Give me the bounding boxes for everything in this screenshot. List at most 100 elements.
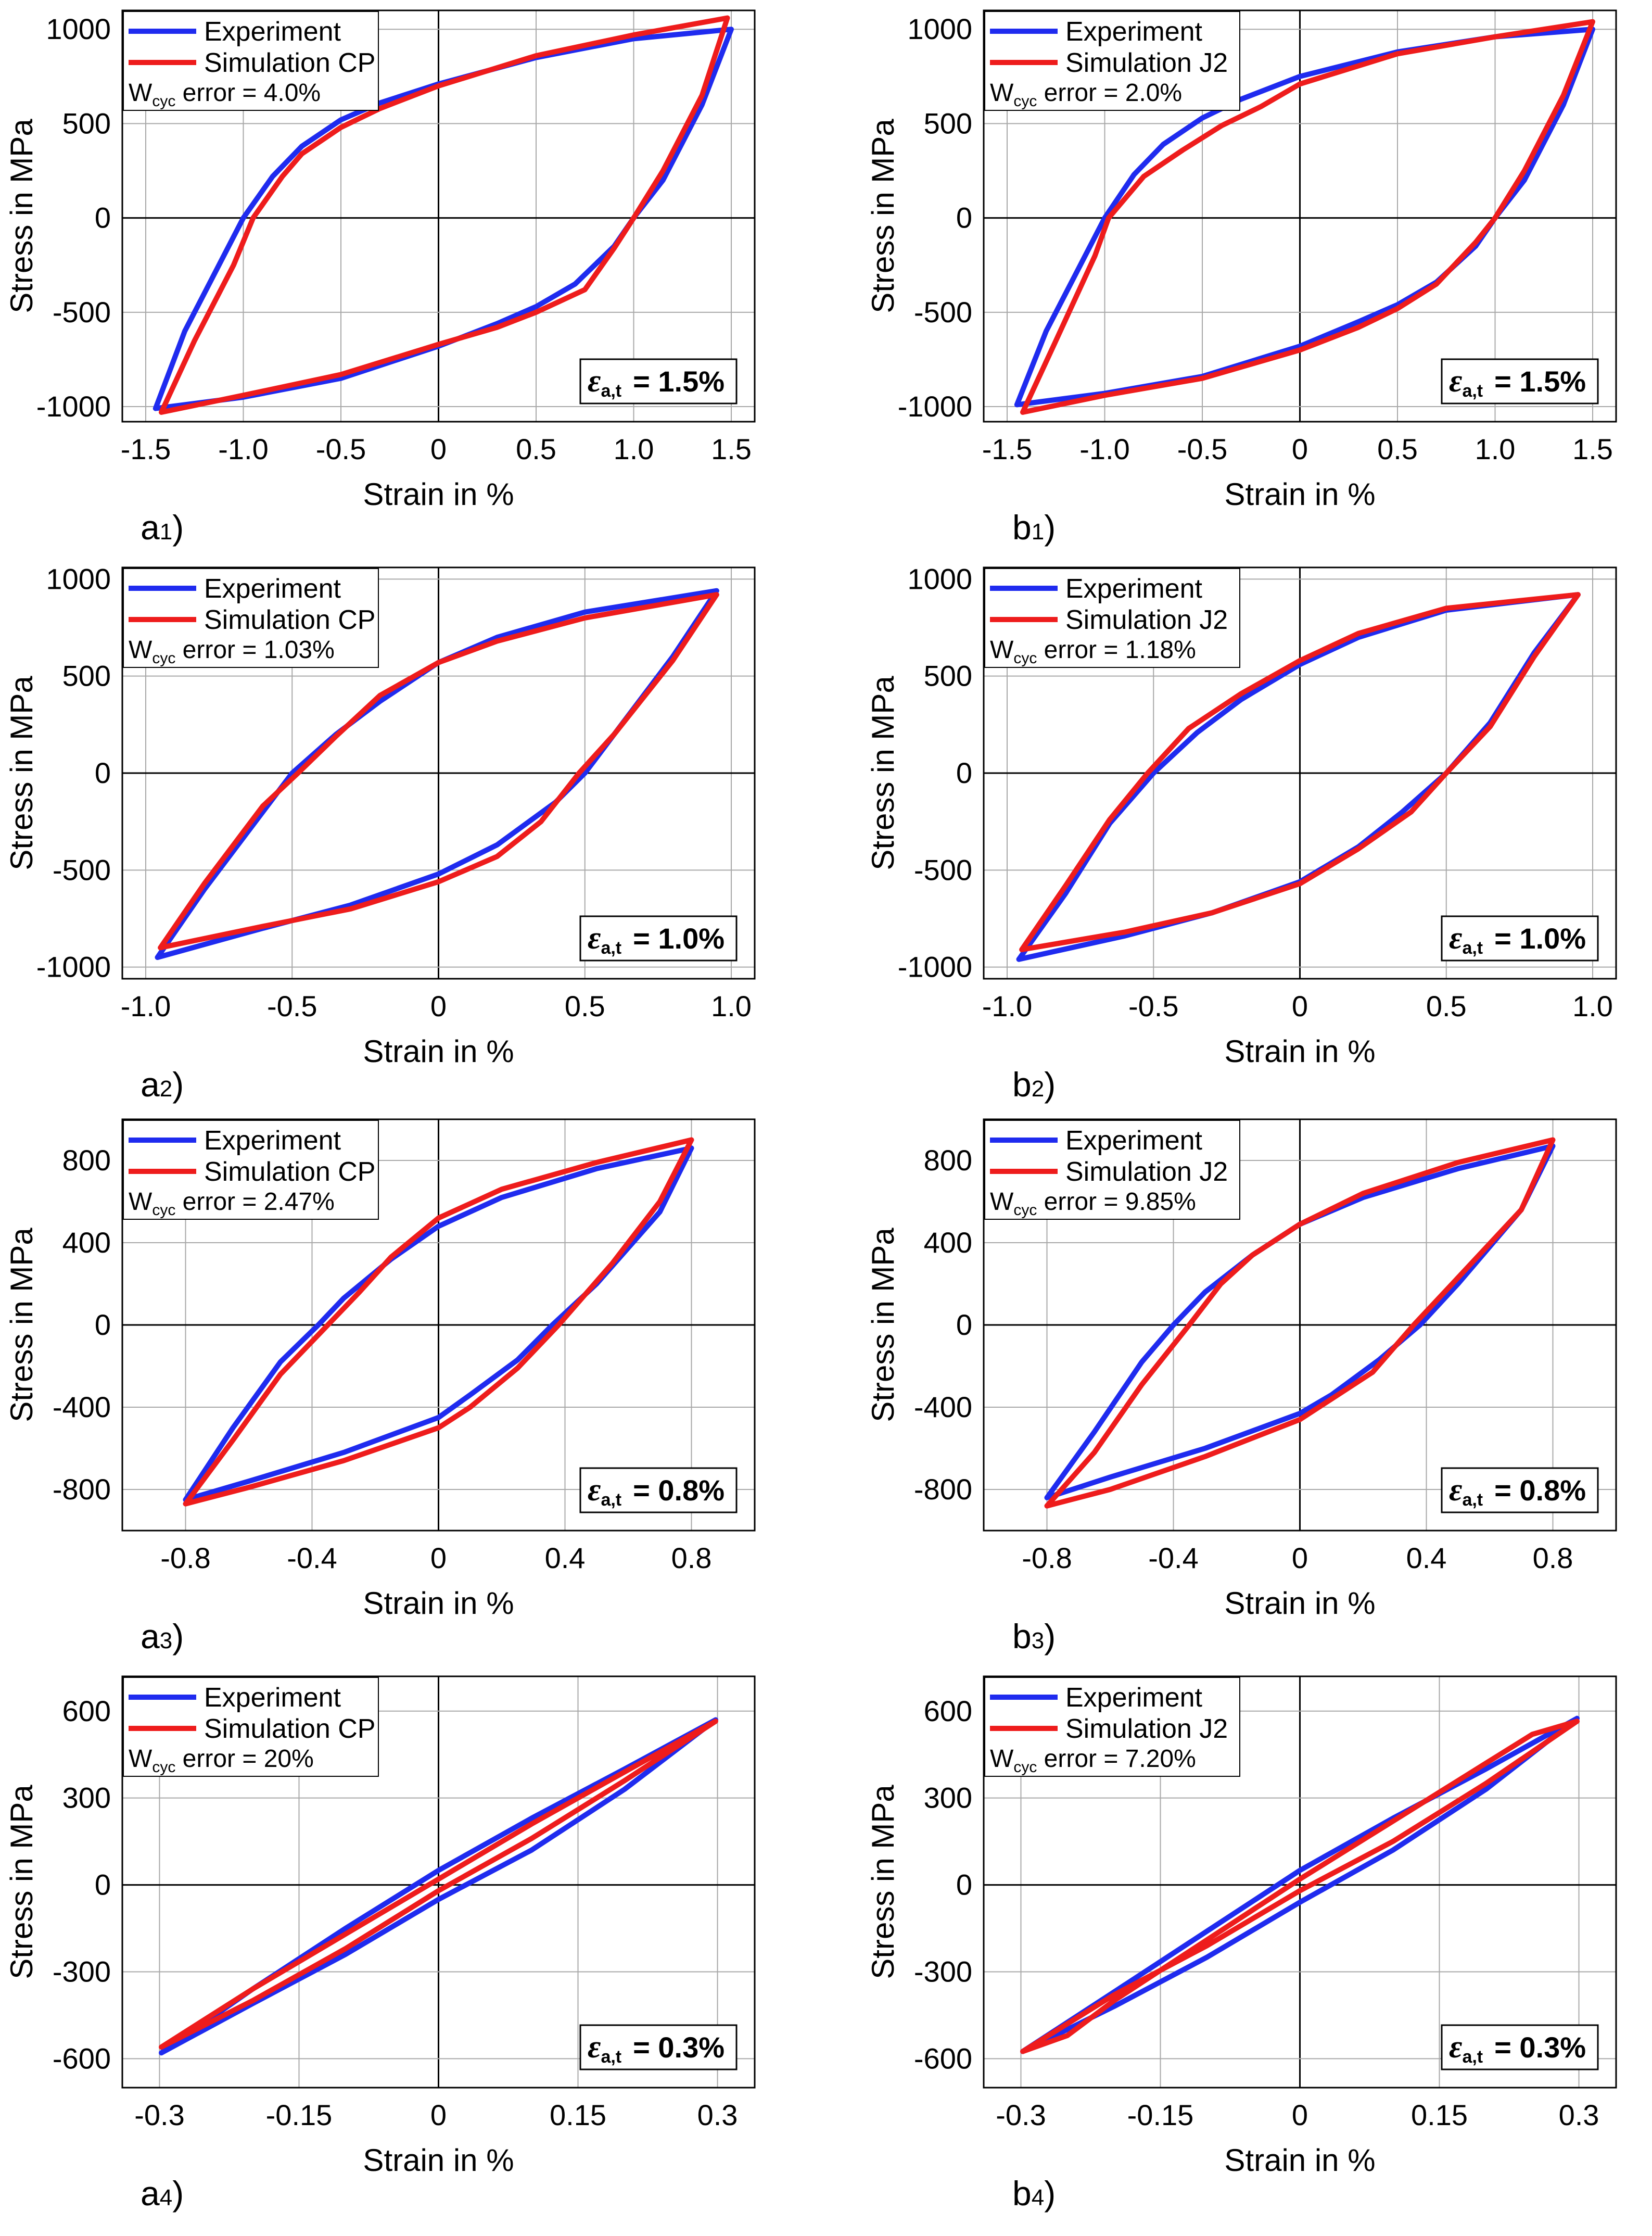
error-value: error = 4.0% — [175, 79, 321, 107]
x-tick-label: -0.15 — [1127, 2099, 1194, 2131]
amplitude-symbol: ε — [588, 2029, 601, 2065]
x-tick-label: -1.0 — [218, 433, 269, 465]
subplot-label-a1: a1) — [141, 508, 184, 547]
y-tick-label: -800 — [53, 1473, 111, 1506]
amplitude-sub: a,t — [601, 381, 621, 401]
y-tick-label: 0 — [95, 1308, 111, 1341]
y-tick-label: -1000 — [36, 390, 111, 423]
chart-svg-b4: -0.3 -0.15 0 0.15 0.3 -600 -300 0 300 600 Strain i… — [866, 1675, 1617, 2178]
legend-error-text: Wcyc error = 4.0% — [129, 79, 321, 110]
legend-error-text: Wcyc error = 7.20% — [990, 1745, 1196, 1776]
x-tick-label: 1.0 — [711, 990, 752, 1022]
subplot-label-b1: b1) — [1012, 508, 1056, 547]
x-tick-label: 0 — [1292, 1542, 1308, 1574]
y-tick-label: -1000 — [36, 951, 111, 983]
amplitude-symbol: ε — [1449, 920, 1462, 956]
error-prefix: W — [990, 1188, 1014, 1216]
y-tick-label: -800 — [914, 1473, 972, 1506]
x-tick-label: 0.15 — [1411, 2099, 1468, 2131]
y-tick-label: -400 — [914, 1391, 972, 1423]
x-tick-label: -1.0 — [982, 990, 1033, 1022]
series-simulation-line — [183, 1137, 694, 1507]
amplitude-label: εa,t = 0.8% — [588, 1472, 725, 1510]
chart-panel-b4: -0.3 -0.15 0 0.15 0.3 -600 -300 0 300 600 Strain i… — [861, 1666, 1642, 2223]
legend-label-simulation: Simulation CP — [204, 605, 375, 635]
x-tick-label: -0.5 — [316, 433, 366, 465]
y-tick-label: 0 — [95, 1868, 111, 1901]
chart-panel-b1: -1.5 -1.0 -0.5 0 0.5 1.0 1.5 -1000 -500 0 500 1000 S… — [861, 0, 1642, 557]
error-sub: cyc — [152, 93, 175, 110]
x-tick-label: 0.15 — [550, 2099, 606, 2131]
legend-label-experiment: Experiment — [204, 17, 341, 47]
subplot-paren: ) — [172, 1617, 184, 1656]
error-value: error = 9.85% — [1037, 1188, 1196, 1216]
series-simulation-line — [1044, 1137, 1556, 1509]
y-tick-label: 500 — [924, 107, 972, 140]
amplitude-symbol: ε — [1449, 1472, 1462, 1508]
x-tick-label: -0.5 — [1128, 990, 1179, 1022]
amplitude-sub: a,t — [1462, 1490, 1483, 1510]
subplot-number: 4 — [1031, 2185, 1045, 2210]
amplitude-sub: a,t — [1462, 381, 1483, 401]
series-simulation-line — [159, 1719, 718, 2050]
x-tick-label: -0.8 — [1022, 1542, 1072, 1574]
subplot-letter: b — [1012, 1617, 1032, 1656]
amplitude-value: = 1.0% — [633, 922, 725, 955]
y-axis-label: Stress in MPa — [866, 676, 900, 870]
subplot-letter: a — [141, 1617, 160, 1656]
subplot-paren: ) — [1044, 1065, 1056, 1104]
error-prefix: W — [129, 79, 153, 107]
error-sub: cyc — [1013, 650, 1037, 667]
x-tick-label: -0.15 — [266, 2099, 333, 2131]
x-axis-label: Strain in % — [363, 477, 514, 512]
y-tick-label: -500 — [53, 296, 111, 329]
plot-frame — [121, 9, 756, 423]
x-axis-label: Strain in % — [363, 2143, 514, 2178]
series-simulation-line — [1020, 1719, 1580, 2054]
x-tick-label: 0.4 — [545, 1542, 586, 1574]
subplot-number: 3 — [159, 1628, 173, 1653]
error-prefix: W — [129, 1188, 153, 1216]
y-tick-label: 1000 — [907, 12, 972, 45]
amplitude-sub: a,t — [601, 938, 621, 958]
x-tick-label: 0.5 — [1426, 990, 1467, 1022]
chart-svg-b2: -1.0 -0.5 0 0.5 1.0 -1000 -500 0 500 1000 Strain i… — [866, 562, 1617, 1069]
x-tick-label: 0 — [1292, 2099, 1308, 2131]
error-sub: cyc — [152, 650, 175, 667]
y-tick-label: 1000 — [46, 562, 111, 595]
x-axis-label: Strain in % — [363, 1034, 514, 1069]
subplot-paren: ) — [172, 2174, 184, 2213]
subplot-number: 1 — [1031, 519, 1045, 545]
x-tick-label: 1.0 — [614, 433, 654, 465]
x-tick-label: -0.8 — [160, 1542, 211, 1574]
x-tick-label: -0.5 — [267, 990, 317, 1022]
subplot-label-a4: a4) — [141, 2174, 184, 2213]
plot-frame — [121, 1118, 756, 1532]
amplitude-label: εa,t = 0.8% — [1449, 1472, 1586, 1510]
y-tick-label: -1000 — [898, 951, 972, 983]
x-axis-label: Strain in % — [1224, 1586, 1375, 1621]
subplot-paren: ) — [172, 1065, 184, 1104]
x-tick-label: 0 — [430, 990, 447, 1022]
y-tick-label: -600 — [914, 2042, 972, 2075]
chart-panel-a3: -0.8 -0.4 0 0.4 0.8 -800 -400 0 400 800 Strain in … — [0, 1109, 781, 1666]
y-tick-label: -500 — [53, 853, 111, 886]
x-tick-label: -1.0 — [1079, 433, 1130, 465]
x-tick-label: 0.3 — [1559, 2099, 1599, 2131]
subplot-number: 4 — [159, 2185, 173, 2210]
legend-label-experiment: Experiment — [204, 574, 341, 604]
y-tick-label: 600 — [62, 1695, 111, 1727]
legend-label-simulation: Simulation J2 — [1065, 1714, 1228, 1744]
y-tick-label: 600 — [924, 1695, 972, 1727]
error-value: error = 7.20% — [1037, 1745, 1196, 1773]
subplot-paren: ) — [172, 508, 184, 547]
y-tick-label: 0 — [956, 756, 972, 789]
legend-label-simulation: Simulation J2 — [1065, 605, 1228, 635]
series-simulation-line — [158, 592, 719, 951]
error-sub: cyc — [1013, 93, 1037, 110]
chart-svg-b3: -0.8 -0.4 0 0.4 0.8 -800 -400 0 400 800 Strain in … — [866, 1118, 1617, 1621]
error-sub: cyc — [152, 1759, 175, 1776]
amplitude-box — [579, 1467, 738, 1513]
amplitude-sub: a,t — [1462, 2047, 1483, 2067]
amplitude-box — [579, 2024, 738, 2070]
